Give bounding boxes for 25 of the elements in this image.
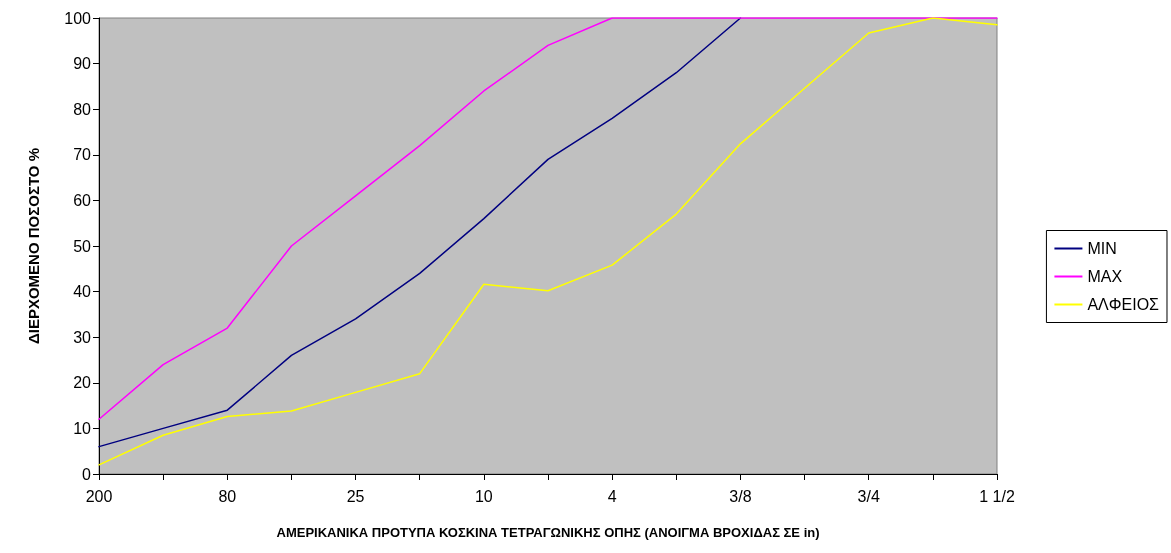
y-tick-label: 70: [73, 146, 92, 164]
x-tick-label: 3/4: [857, 487, 880, 505]
y-tick-label: 90: [73, 55, 92, 73]
y-tick-label: 0: [82, 465, 92, 483]
y-tick-label: 10: [73, 419, 92, 437]
legend-label: ΑΛΦΕΙΟΣ: [1087, 296, 1160, 313]
x-tick-label: 1 1/2: [979, 487, 1015, 505]
legend-label: MAX: [1087, 268, 1123, 285]
y-axis-title: ΔΙΕΡΧΟΜΕΝΟ ΠΟΣΟΣΤΟ %: [25, 147, 42, 345]
legend-label: MIN: [1087, 240, 1117, 257]
y-tick-label: 80: [73, 100, 92, 118]
x-tick-label: 200: [85, 487, 113, 505]
y-tick-label: 30: [73, 328, 92, 346]
x-tick-label: 10: [474, 487, 493, 505]
y-tick-label: 60: [73, 191, 92, 209]
x-axis-title: ΑΜΕΡΙΚΑΝΙΚΑ ΠΡΟΤΥΠΑ ΚΟΣΚΙΝΑ ΤΕΤΡΑΓΩΝΙΚΗΣ ΟΠΗΣ (ΑΝΟΙΓΜΑ ΒΡΟΧΙΔΑΣ ΣΕ in): [276, 525, 820, 540]
y-tick-label: 100: [64, 9, 92, 27]
x-tick-label: 25: [346, 487, 365, 505]
x-tick-label: 3/8: [729, 487, 752, 505]
x-tick-label: 4: [607, 487, 617, 505]
y-tick-label: 20: [73, 374, 92, 392]
y-tick-label: 50: [73, 237, 92, 255]
y-tick-label: 40: [73, 283, 92, 301]
x-tick-label: 80: [218, 487, 237, 505]
line-series: [98, 17, 742, 448]
